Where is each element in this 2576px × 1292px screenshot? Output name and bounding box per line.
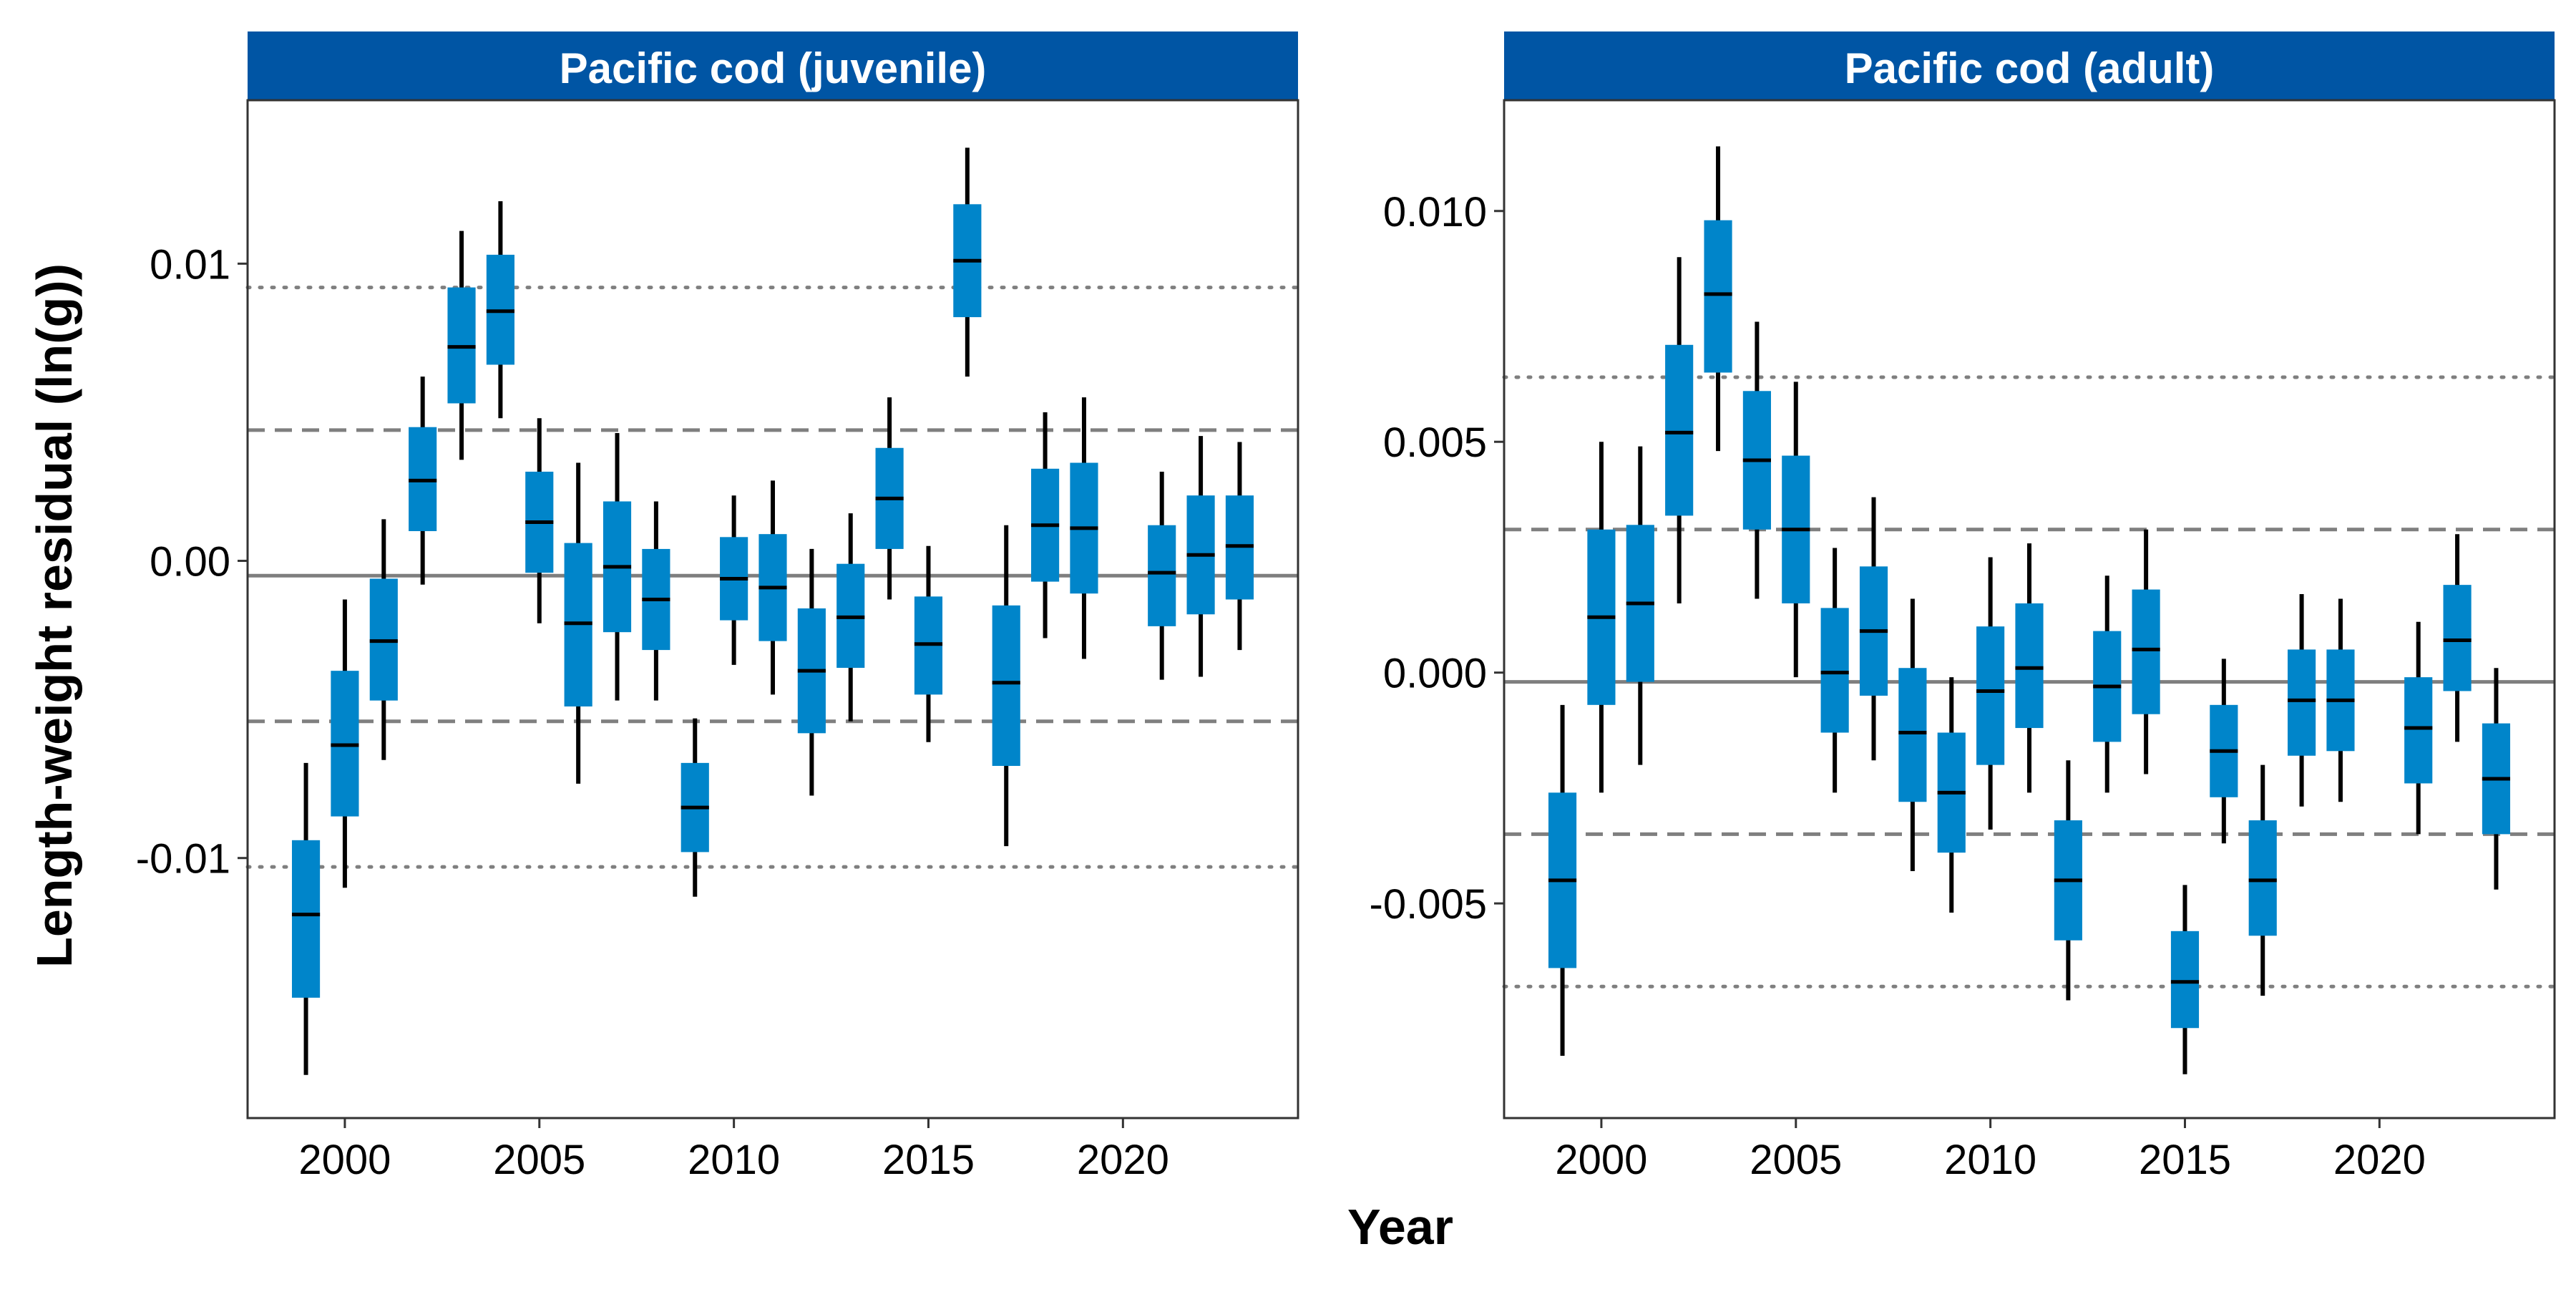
x-tick-label: 2020: [2333, 1137, 2426, 1183]
x-tick-label: 2015: [2139, 1137, 2231, 1183]
x-tick-label: 2010: [1944, 1137, 2036, 1183]
x-tick-label: 2005: [493, 1137, 585, 1183]
box: [1898, 668, 1927, 802]
box: [291, 840, 321, 998]
box: [2132, 589, 2160, 714]
panel-adult: Pacific cod (adult) -0.005 0.000 0.005 0.01…: [1370, 31, 2557, 1183]
panel-strip: [248, 31, 1298, 100]
y-tick-label: 0.00: [150, 539, 230, 586]
box: [2248, 820, 2277, 936]
panel-border: [1503, 99, 2556, 1119]
x-tick-label: 2000: [298, 1137, 391, 1183]
y-axis-label: Length-weight residual (ln(g)): [26, 263, 82, 968]
y-tick-label: -0.005: [1370, 881, 1487, 928]
box: [1976, 626, 2005, 765]
x-tick-label: 2015: [882, 1137, 975, 1183]
box: [2404, 677, 2433, 784]
box: [1665, 344, 1694, 516]
box: [1820, 608, 1849, 733]
box: [1704, 220, 1732, 373]
box: [2015, 603, 2044, 729]
x-tick-label: 2010: [688, 1137, 780, 1183]
y-tick-label: 0.000: [1383, 651, 1487, 697]
panel-juvenile: Pacific cod (juvenile) -0.01 0.00 0.01 2000…: [136, 31, 1300, 1183]
panel-marks: -0.005 0.000 0.005 0.010 2000 2005 2010 2015 202…: [1370, 146, 2557, 1183]
panel-title: Pacific cod (juvenile): [560, 44, 987, 92]
panel-title: Pacific cod (adult): [1845, 44, 2215, 92]
y-tick-label: 0.010: [1383, 189, 1487, 235]
box: [2443, 585, 2472, 691]
box: [992, 605, 1020, 767]
box: [2170, 931, 2200, 1029]
y-tick-label: 0.005: [1383, 419, 1487, 466]
y-tick-label: -0.01: [136, 836, 230, 883]
x-tick-label: 2000: [1555, 1137, 1647, 1183]
x-tick-label: 2005: [1750, 1137, 1842, 1183]
panel-marks: -0.01 0.00 0.01 2000 2005 2010 2015 2020: [136, 147, 1300, 1183]
x-tick-label: 2020: [1077, 1137, 1169, 1183]
box: [2288, 649, 2316, 756]
panel-strip: [1504, 31, 2555, 100]
x-axis-label: Year: [1347, 1199, 1453, 1255]
y-tick-label: 0.01: [150, 241, 230, 288]
panel-border: [246, 99, 1299, 1119]
box: [1148, 525, 1176, 626]
